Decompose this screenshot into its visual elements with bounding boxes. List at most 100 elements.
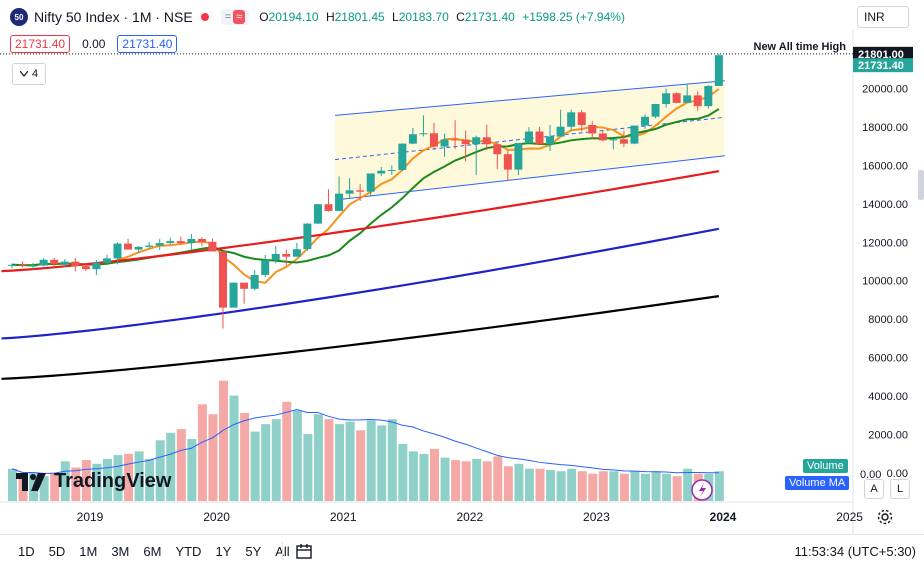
currency-select[interactable]: INR bbox=[857, 6, 909, 28]
candle-body bbox=[134, 246, 143, 250]
volume-bar bbox=[134, 451, 144, 501]
volume-bar bbox=[229, 395, 239, 501]
candle-body bbox=[81, 266, 90, 270]
candle-body bbox=[482, 137, 491, 145]
volume-bar bbox=[8, 468, 17, 501]
ohlc-open-value: 20194.10 bbox=[268, 10, 319, 24]
candle-body bbox=[430, 133, 438, 147]
candle-body bbox=[577, 112, 586, 125]
range-1d[interactable]: 1D bbox=[18, 544, 35, 559]
tradingview-logo-icon bbox=[16, 472, 46, 491]
time-axis-tick: 2019 bbox=[77, 510, 104, 524]
ohlc-open-key: O bbox=[259, 10, 269, 24]
candle-body bbox=[683, 95, 692, 103]
ask-price-box[interactable]: 21731.40 bbox=[117, 35, 178, 53]
volume-bar bbox=[250, 431, 260, 501]
volume-bar bbox=[282, 401, 292, 501]
candle-body bbox=[408, 134, 417, 144]
candle-body bbox=[619, 139, 628, 144]
candle-body bbox=[503, 154, 512, 170]
candle-body bbox=[29, 265, 38, 267]
candle-body bbox=[704, 85, 713, 107]
price-axis-tick: 10000.00 bbox=[862, 276, 908, 288]
candle-body bbox=[292, 249, 301, 257]
volume-bar bbox=[472, 458, 482, 501]
candle-body bbox=[271, 254, 280, 261]
candle-body bbox=[535, 131, 544, 145]
range-5y[interactable]: 5Y bbox=[245, 544, 262, 559]
candle-body bbox=[166, 241, 175, 244]
volume-bar bbox=[577, 471, 587, 501]
candle-body bbox=[609, 139, 618, 141]
volume-bar bbox=[398, 443, 408, 501]
auto-scale-button[interactable]: A bbox=[864, 479, 884, 499]
range-ytd[interactable]: YTD bbox=[175, 544, 202, 559]
volume-bar bbox=[672, 476, 682, 501]
quote-row: 21731.40 0.00 21731.40 bbox=[10, 35, 178, 53]
volume-bar bbox=[81, 460, 91, 501]
candle-body bbox=[493, 144, 502, 155]
range-5d[interactable]: 5D bbox=[48, 544, 66, 559]
ohlc-change-value: +1598.25 (+7.94%) bbox=[522, 10, 625, 24]
range-6m[interactable]: 6M bbox=[143, 544, 162, 559]
volume-bar bbox=[535, 468, 545, 501]
range-1y[interactable]: 1Y bbox=[215, 544, 232, 559]
candle-body bbox=[197, 239, 206, 242]
ma-short-line bbox=[11, 88, 720, 284]
volume-bar bbox=[377, 425, 387, 501]
clock-timezone[interactable]: 11:53:34 (UTC+5:30) bbox=[794, 544, 916, 559]
volume-bar bbox=[598, 471, 608, 501]
volume-bar bbox=[155, 440, 165, 501]
compare-pill[interactable]: = ≈ bbox=[220, 9, 250, 25]
candle-body bbox=[124, 243, 133, 250]
toolbar-divider bbox=[282, 542, 283, 560]
candle-body bbox=[461, 139, 470, 145]
price-axis-tick: 2000.00 bbox=[868, 430, 908, 442]
volume-bar bbox=[714, 471, 724, 501]
range-1m[interactable]: 1M bbox=[79, 544, 98, 559]
candle-body bbox=[50, 259, 59, 265]
candle-body bbox=[693, 95, 702, 107]
bid-price-box[interactable]: 21731.40 bbox=[10, 35, 71, 53]
candle-body bbox=[440, 139, 449, 147]
volume-bar bbox=[493, 456, 503, 501]
date-range-calendar-icon[interactable] bbox=[295, 542, 315, 562]
tradingview-wordmark: TradingView bbox=[54, 470, 172, 492]
ma-long-line bbox=[1, 170, 720, 273]
time-axis-tick: 2023 bbox=[583, 510, 610, 524]
volume-bar bbox=[303, 434, 313, 501]
settings-gear-icon[interactable] bbox=[876, 508, 894, 526]
candle-body bbox=[39, 259, 48, 266]
log-scale-button[interactable]: L bbox=[890, 479, 910, 499]
candle-body bbox=[672, 93, 681, 103]
candle-body bbox=[240, 282, 249, 289]
scroll-handle[interactable] bbox=[918, 170, 924, 200]
volume-bar bbox=[662, 473, 672, 501]
equal-icon: = bbox=[224, 11, 232, 23]
ma-longest-line bbox=[1, 295, 720, 380]
candle-body bbox=[176, 241, 185, 244]
high-price-tag bbox=[853, 46, 913, 61]
time-axis-tick: 2021 bbox=[330, 510, 357, 524]
volume-bar bbox=[461, 461, 471, 501]
candle-body bbox=[567, 112, 576, 127]
indicators-count: 4 bbox=[31, 68, 39, 80]
volume-bar bbox=[440, 457, 450, 501]
price-axis-tick: 16000.00 bbox=[862, 160, 908, 172]
candle-body bbox=[92, 262, 101, 270]
ohlc-readout: O20194.10 H21801.45 L20183.70 C21731.40 … bbox=[259, 10, 629, 24]
candle-body bbox=[514, 143, 523, 170]
candle-body bbox=[524, 131, 533, 144]
time-axis-tick: 2025 bbox=[836, 510, 863, 524]
range-3m[interactable]: 3M bbox=[111, 544, 130, 559]
indicators-toggle-button[interactable]: 4 bbox=[12, 63, 46, 85]
ohlc-high-value: 21801.45 bbox=[334, 10, 385, 24]
candle-body bbox=[472, 137, 481, 145]
symbol-title[interactable]: Nifty 50 Index · 1M · NSE bbox=[34, 9, 193, 25]
price-axis-tick: 18000.00 bbox=[862, 122, 908, 134]
tradingview-logo[interactable]: TradingView bbox=[16, 470, 171, 493]
market-status-dot-icon bbox=[200, 13, 209, 21]
nifty-logo-icon: 50 bbox=[10, 8, 28, 26]
volume-bar bbox=[524, 468, 534, 501]
